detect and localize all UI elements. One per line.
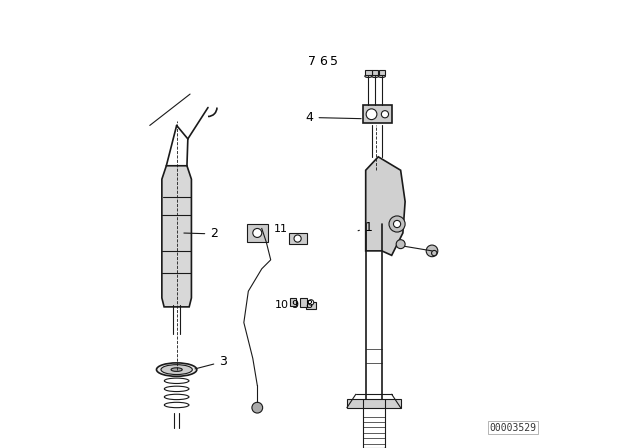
Circle shape: [253, 228, 262, 237]
Bar: [379, 70, 385, 75]
Bar: [289, 233, 307, 244]
Text: 10: 10: [275, 300, 289, 310]
Bar: [248, 224, 268, 242]
Circle shape: [366, 109, 377, 120]
Text: 5: 5: [330, 55, 338, 69]
Text: 1: 1: [358, 221, 372, 234]
Ellipse shape: [371, 75, 379, 78]
Text: 2: 2: [184, 228, 218, 241]
Polygon shape: [365, 157, 405, 255]
Text: 00003529: 00003529: [489, 423, 536, 433]
Ellipse shape: [171, 368, 182, 371]
Ellipse shape: [365, 75, 372, 78]
Bar: [300, 298, 307, 307]
Text: 3: 3: [195, 355, 227, 369]
Circle shape: [381, 111, 388, 118]
Text: 11: 11: [274, 224, 288, 234]
Text: 4: 4: [306, 111, 361, 124]
Circle shape: [394, 220, 401, 228]
Ellipse shape: [378, 75, 385, 78]
Bar: [306, 302, 316, 309]
Circle shape: [294, 235, 301, 242]
Bar: [365, 70, 371, 75]
Circle shape: [252, 402, 262, 413]
Bar: [372, 70, 378, 75]
Ellipse shape: [161, 365, 193, 375]
Bar: [347, 399, 401, 408]
Bar: [362, 105, 392, 123]
Circle shape: [308, 300, 314, 305]
Circle shape: [396, 240, 405, 249]
Polygon shape: [162, 166, 191, 307]
Ellipse shape: [157, 363, 197, 376]
Text: 7: 7: [308, 55, 316, 69]
Text: 6: 6: [319, 55, 327, 69]
Text: 8: 8: [306, 300, 313, 310]
Circle shape: [426, 245, 438, 257]
Text: 9: 9: [291, 300, 298, 310]
Circle shape: [389, 216, 405, 232]
Bar: [289, 298, 296, 306]
